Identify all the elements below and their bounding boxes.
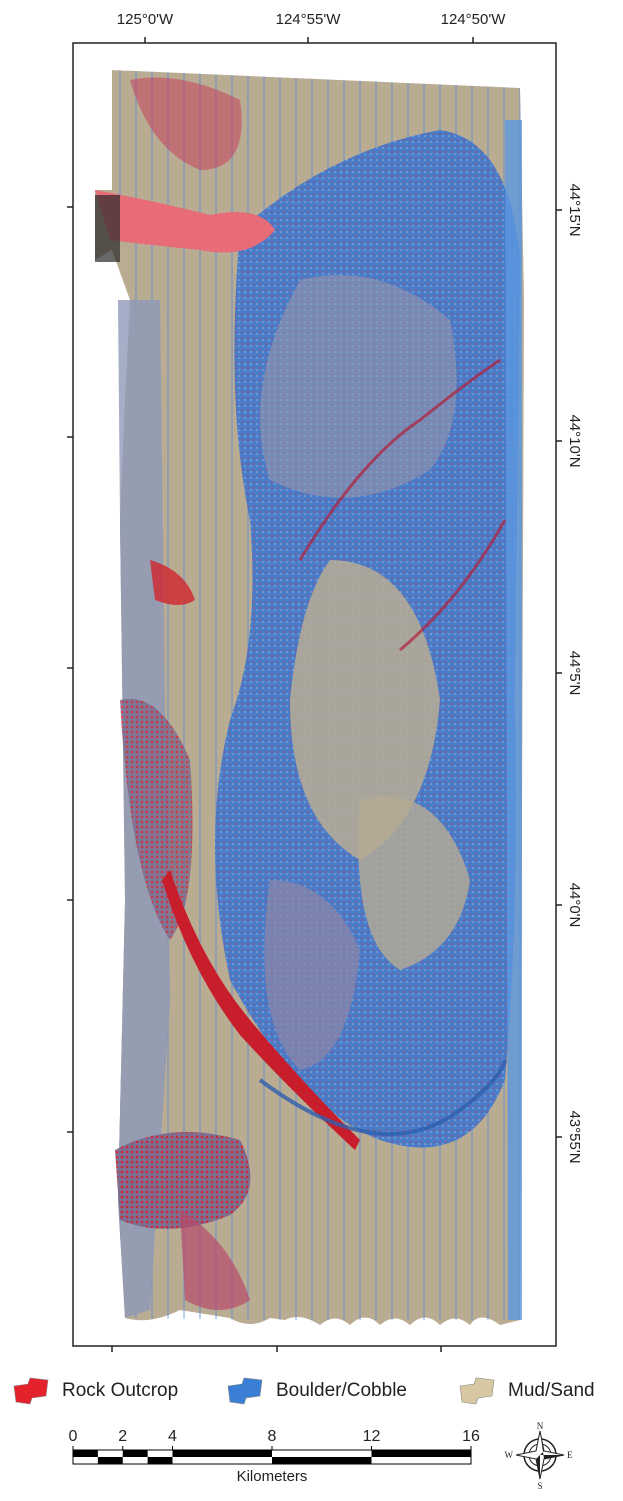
latitude-label: 44°10'N (566, 414, 583, 467)
scale-bar-segment (73, 1450, 98, 1457)
scale-tick-label: 8 (268, 1428, 277, 1445)
scale-bar-segment (147, 1457, 173, 1464)
longitude-label: 124°55'W (276, 11, 342, 28)
longitude-label: 124°50'W (441, 11, 507, 28)
longitude-label: 125°0'W (117, 11, 174, 28)
seafloor-map (95, 70, 524, 1325)
scale-bar-segment (122, 1450, 148, 1457)
scale-bar-segment (371, 1450, 471, 1457)
scale-tick-label: 16 (462, 1428, 480, 1445)
legend-swatch (459, 1377, 495, 1405)
latitude-label: 44°0'N (566, 883, 583, 928)
scale-tick-label: 2 (118, 1428, 127, 1445)
compass-west: W (505, 1450, 514, 1460)
compass: N S E W (505, 1421, 574, 1491)
legend-label: Boulder/Cobble (276, 1380, 407, 1401)
compass-east: E (567, 1450, 573, 1460)
compass-south: S (537, 1481, 542, 1491)
legend-label: Rock Outcrop (62, 1380, 178, 1401)
scale-bar-segment (97, 1457, 123, 1464)
scale-tick-label: 4 (168, 1428, 177, 1445)
latitude-label: 43°55'N (566, 1110, 583, 1163)
scale-bar-segment (172, 1450, 272, 1457)
compass-north: N (537, 1421, 544, 1431)
legend-swatch (13, 1377, 49, 1405)
legend-label: Mud/Sand (508, 1380, 595, 1401)
scale-tick-label: 0 (69, 1428, 78, 1445)
latitude-label: 44°15'N (566, 183, 583, 236)
legend-swatch (227, 1377, 263, 1405)
scale-unit-label: Kilometers (237, 1468, 308, 1485)
scale-bar-segment (272, 1457, 372, 1464)
latitude-label: 44°5'N (566, 651, 583, 696)
scale-tick-label: 12 (363, 1428, 381, 1445)
